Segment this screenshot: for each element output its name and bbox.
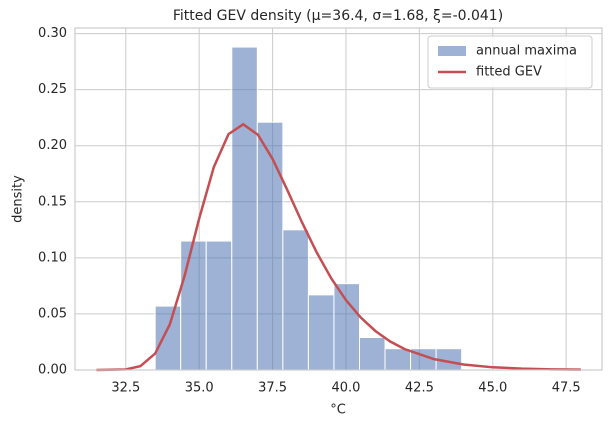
histogram-bar bbox=[333, 283, 360, 371]
legend-swatch bbox=[438, 46, 466, 56]
histogram-bar bbox=[256, 121, 284, 371]
x-axis-label: °C bbox=[330, 403, 346, 418]
chart-title: Fitted GEV density (μ=36.4, σ=1.68, ξ=-0… bbox=[173, 8, 503, 24]
density-curve bbox=[96, 122, 581, 372]
y-tick-label: 0.05 bbox=[38, 306, 67, 321]
histogram-bar bbox=[307, 294, 335, 371]
histogram-bar bbox=[154, 305, 182, 371]
histogram-bar bbox=[231, 46, 258, 371]
plot-frame bbox=[74, 27, 603, 371]
x-tick-label: 47.5 bbox=[552, 381, 581, 396]
x-tick-label: 42.5 bbox=[405, 381, 434, 396]
histogram-bar bbox=[384, 348, 412, 371]
histogram-bar bbox=[282, 229, 309, 371]
x-tick-label: 37.5 bbox=[258, 381, 287, 396]
legend-label: annual maxima bbox=[476, 44, 577, 59]
x-tick-label: 40.0 bbox=[332, 381, 361, 396]
y-tick-label: 0.20 bbox=[38, 138, 67, 153]
y-tick-label: 0.10 bbox=[38, 250, 67, 265]
y-tick-label: 0.25 bbox=[38, 82, 67, 97]
y-tick-label: 0.30 bbox=[38, 26, 67, 41]
y-axis-label: density bbox=[11, 175, 26, 223]
legend-box bbox=[427, 35, 593, 89]
legend-label: fitted GEV bbox=[476, 65, 542, 80]
histogram-bar bbox=[180, 240, 207, 371]
histogram-bar bbox=[358, 336, 386, 371]
histogram-bar bbox=[205, 240, 233, 371]
x-tick-label: 35.0 bbox=[185, 381, 214, 396]
x-tick-label: 45.0 bbox=[478, 381, 507, 396]
legend: annual maxima fitted GEV bbox=[427, 35, 593, 89]
x-tick-label: 32.5 bbox=[111, 381, 140, 396]
y-tick-label: 0.15 bbox=[38, 194, 67, 209]
y-tick-label: 0.00 bbox=[38, 363, 67, 378]
